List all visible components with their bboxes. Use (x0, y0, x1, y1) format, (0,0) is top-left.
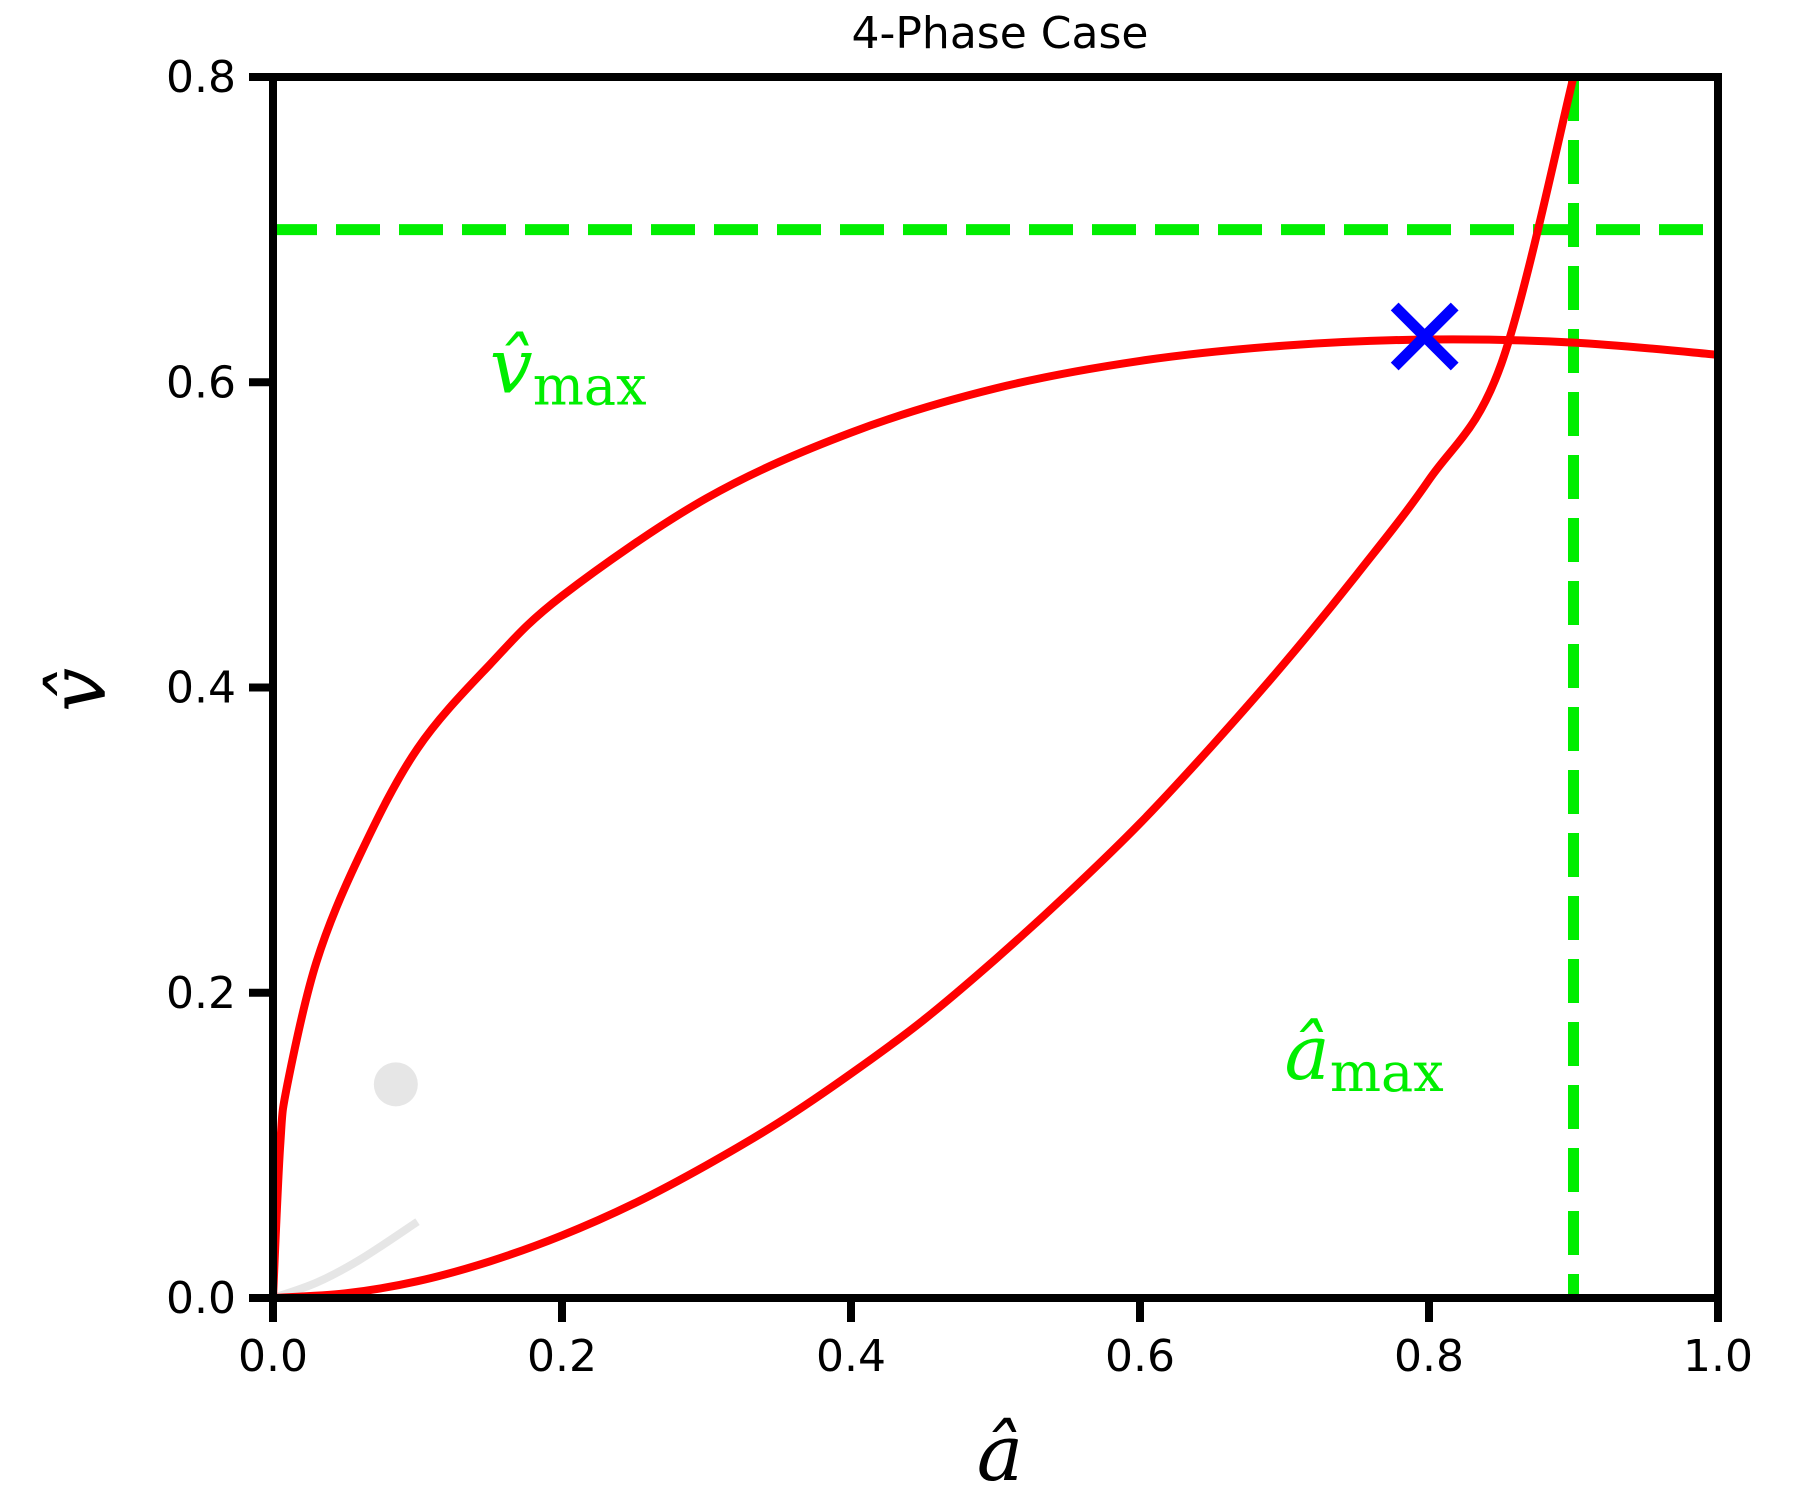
y-tick-label: 0.6 (166, 357, 236, 408)
y-tick-label: 0.4 (166, 663, 236, 714)
annotation-symbol: â (1285, 1008, 1330, 1097)
annotation-subscript: max (1330, 1041, 1444, 1104)
y-axis-label: v̂ (34, 668, 124, 712)
y-tick-label: 0.8 (166, 52, 236, 103)
x-tick-label: 0.2 (527, 1331, 597, 1382)
faint-dot (373, 1062, 418, 1107)
axis-ticks: 0.0 0.2 0.4 0.6 0.8 1.0 0.0 0.2 0.4 0.6 0.8 (166, 52, 1753, 1382)
y-tick-label: 0.0 (166, 1273, 236, 1324)
faint-marks (271, 1062, 420, 1302)
x-tick-label: 0.8 (1394, 1331, 1464, 1382)
x-axis-label: â (977, 1409, 1024, 1499)
intersection-marker (1390, 302, 1459, 371)
reference-lines (273, 77, 1718, 1298)
plot-frame (269, 73, 1722, 1302)
annotation-2: âmax (1285, 1008, 1444, 1104)
labels: 4-Phase Case â v̂ (34, 8, 1148, 1499)
x-tick-label: 0.0 (238, 1331, 308, 1382)
series-line-2 (273, 77, 1578, 1298)
series-line-1 (273, 335, 1718, 1298)
annotation-symbol: v̂ (490, 321, 533, 410)
y-tick-label: 0.2 (166, 968, 236, 1019)
x-tick-label: 0.4 (816, 1331, 886, 1382)
plot-border (269, 73, 1722, 1302)
x-tick-label: 0.6 (1105, 1331, 1175, 1382)
marker-x-stroke-2 (1390, 302, 1459, 371)
chart-title: 4-Phase Case (852, 8, 1149, 59)
annotation-subscript: max (533, 354, 647, 417)
faint-curve (271, 1218, 420, 1302)
x-tick-label: 1.0 (1683, 1331, 1753, 1382)
annotation-1: v̂max (490, 321, 647, 417)
series-lines (273, 77, 1718, 1298)
